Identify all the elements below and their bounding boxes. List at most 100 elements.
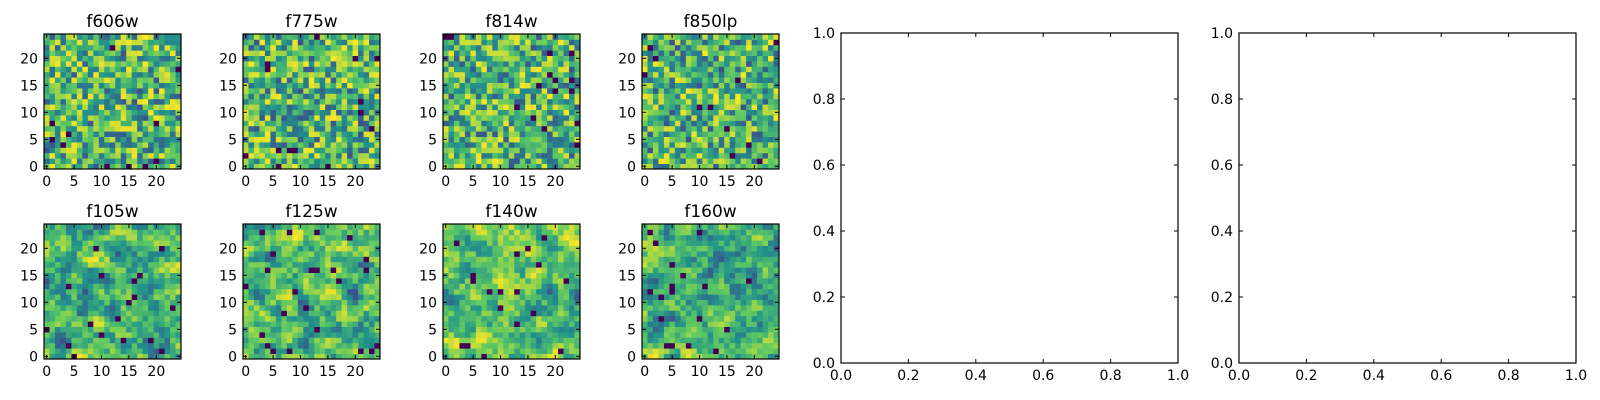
heatmap-cell	[49, 256, 56, 263]
heatmap-cell	[126, 88, 133, 94]
heatmap-cell	[153, 66, 160, 73]
heatmap-cell	[757, 104, 763, 110]
heatmap-cell	[514, 61, 521, 67]
heatmap-cell	[574, 267, 581, 273]
heatmap-cell	[148, 50, 154, 56]
heatmap-cell	[164, 147, 171, 154]
heatmap-cell	[292, 109, 299, 116]
heatmap-cell	[109, 245, 116, 252]
heatmap-cell	[87, 50, 94, 56]
heatmap-cell	[253, 261, 260, 268]
heatmap-cell	[486, 131, 493, 137]
heatmap-cell	[574, 88, 581, 94]
heatmap-cell	[547, 224, 553, 230]
heatmap-cell	[713, 348, 720, 354]
heatmap-cell	[374, 44, 381, 51]
heatmap-cell	[54, 256, 61, 263]
heatmap-cell	[552, 342, 559, 349]
heatmap-cell	[519, 224, 526, 230]
heatmap-cell	[685, 39, 692, 46]
heatmap-cell	[159, 77, 165, 83]
heatmap-cell	[369, 142, 375, 148]
heatmap-cell	[259, 224, 266, 230]
heatmap-cell	[341, 342, 348, 349]
heatmap-cell	[558, 342, 564, 349]
heatmap-cell	[724, 158, 731, 164]
heatmap-cell	[718, 332, 725, 338]
heatmap-cell	[109, 272, 116, 279]
heatmap-cell	[773, 104, 780, 110]
heatmap-cell	[663, 294, 670, 300]
heatmap-cell	[658, 332, 665, 338]
heatmap-cell	[464, 283, 471, 290]
heatmap-cell	[663, 288, 670, 295]
heatmap-cell	[330, 326, 337, 333]
heatmap-cell	[740, 50, 747, 56]
heatmap-cell	[126, 109, 133, 116]
heatmap-cell	[253, 142, 260, 148]
heatmap-cell	[54, 332, 61, 338]
heatmap-cell	[153, 152, 160, 159]
heatmap-cell	[751, 93, 758, 100]
heatmap-cell	[87, 109, 94, 116]
heatmap-cell	[253, 332, 260, 338]
heatmap-cell	[680, 278, 687, 284]
heatmap-cell	[751, 77, 758, 83]
heatmap-cell	[71, 332, 78, 338]
heatmap-cell	[470, 283, 477, 290]
heatmap-cell	[115, 240, 122, 246]
heatmap-cell	[93, 50, 100, 56]
heatmap-cell	[492, 288, 499, 295]
heatmap-cell	[530, 305, 537, 311]
heatmap-cell	[647, 82, 654, 89]
heatmap-cell	[718, 50, 725, 56]
heatmap-cell	[148, 77, 154, 83]
heatmap-cell	[547, 326, 553, 333]
heatmap-cell	[131, 125, 138, 132]
heatmap-cell	[65, 315, 72, 322]
heatmap-cell	[286, 245, 293, 252]
heatmap-cell	[680, 88, 687, 94]
heatmap-cell	[746, 305, 752, 311]
heatmap-cell	[104, 82, 111, 89]
heatmap-cell	[768, 71, 774, 78]
heatmap-cell	[363, 251, 370, 257]
heatmap-cell	[65, 125, 72, 132]
heatmap-cell	[325, 77, 332, 83]
x-tick-label: 10	[93, 174, 111, 190]
heatmap-cell	[336, 71, 343, 78]
heatmap-cell	[352, 131, 359, 137]
heatmap-cell	[464, 234, 471, 241]
heatmap-cell	[459, 98, 466, 105]
heatmap-cell	[170, 326, 176, 333]
heatmap-cell	[330, 66, 337, 73]
heatmap-cell	[98, 71, 105, 78]
heatmap-cell	[292, 93, 299, 100]
heatmap-cell	[503, 310, 510, 317]
heatmap-cell	[54, 120, 61, 127]
heatmap-cell	[652, 326, 659, 333]
heatmap-cell	[374, 115, 381, 121]
heatmap-cell	[54, 245, 61, 252]
heatmap-cell	[685, 77, 692, 83]
heatmap-cell	[541, 234, 548, 241]
heatmap-cell	[248, 77, 255, 83]
heatmap-cell	[696, 120, 703, 127]
heatmap-cell	[115, 310, 122, 317]
heatmap-cell	[49, 245, 56, 252]
heatmap-cell	[352, 251, 359, 257]
heatmap-cell	[98, 234, 105, 241]
heatmap-cell	[530, 131, 537, 137]
heatmap-cell	[443, 342, 449, 349]
heatmap-cell	[87, 136, 94, 143]
heatmap-cell	[292, 82, 299, 89]
heatmap-cell	[448, 353, 455, 360]
heatmap-cell	[552, 261, 559, 268]
heatmap-cell	[470, 50, 477, 56]
heatmap-cell	[243, 251, 249, 257]
heatmap-cell	[253, 93, 260, 100]
heatmap-cell	[264, 251, 271, 257]
heatmap-cell	[137, 163, 144, 170]
heatmap-cell	[470, 234, 477, 241]
heatmap-cell	[82, 88, 89, 94]
